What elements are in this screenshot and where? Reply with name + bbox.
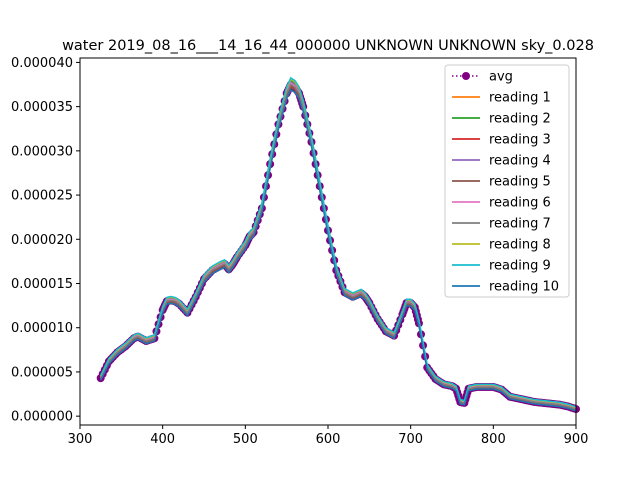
y-tick-label: 0.000020: [11, 233, 73, 248]
legend-item: reading 9: [452, 259, 551, 274]
legend-label: reading 5: [489, 175, 551, 190]
legend-item: reading 10: [452, 280, 559, 295]
x-tick-label: 900: [564, 432, 589, 447]
y-tick-label: 0.000025: [11, 189, 73, 204]
x-tick-label: 400: [150, 432, 175, 447]
y-tick-label: 0.000040: [11, 56, 73, 71]
legend-marker: [462, 72, 470, 80]
x-tick-label: 300: [68, 432, 93, 447]
legend-label: reading 4: [489, 154, 551, 169]
legend: avg reading 1 reading 2 reading 3 reading 4 r…: [444, 64, 570, 298]
y-tick-label: 0.000000: [11, 410, 73, 425]
x-tick-label: 500: [233, 432, 258, 447]
series-line-reading-10: [99, 88, 577, 412]
legend-label: reading 9: [489, 259, 551, 274]
x-tick-label: 800: [481, 432, 506, 447]
x-axis: 300 400 500 600 700 800 900: [68, 425, 589, 447]
y-axis: 0.000000 0.000005 0.000010 0.000015 0.000020…: [11, 56, 80, 425]
legend-label: reading 6: [489, 196, 551, 211]
legend-item: reading 1: [452, 91, 551, 106]
legend-label: reading 8: [489, 238, 551, 253]
y-tick-label: 0.000010: [11, 321, 73, 336]
legend-label: reading 2: [489, 112, 551, 127]
y-tick-label: 0.000005: [11, 365, 73, 380]
series-line-reading-9: [99, 76, 577, 408]
legend-item: reading 8: [452, 238, 551, 253]
x-tick-label: 600: [316, 432, 341, 447]
legend-label: avg: [489, 70, 513, 85]
legend-box: [444, 64, 570, 298]
legend-item: reading 5: [452, 175, 551, 190]
legend-label: reading 3: [489, 133, 551, 148]
y-tick-label: 0.000035: [11, 100, 73, 115]
legend-item: reading 4: [452, 154, 551, 169]
legend-item: reading 7: [452, 217, 551, 232]
series-layer: [96, 76, 580, 414]
y-tick-label: 0.000030: [11, 144, 73, 159]
y-tick-label: 0.000015: [11, 277, 73, 292]
legend-label: reading 1: [489, 91, 551, 106]
legend-item: reading 2: [452, 112, 551, 127]
legend-label: reading 10: [489, 280, 559, 295]
legend-item: avg: [452, 70, 513, 85]
legend-item: reading 3: [452, 133, 551, 148]
legend-label: reading 7: [489, 217, 551, 232]
legend-item: reading 6: [452, 196, 551, 211]
x-tick-label: 700: [398, 432, 423, 447]
chart-title: water 2019_08_16___14_16_44_000000 UNKNO…: [62, 38, 594, 54]
